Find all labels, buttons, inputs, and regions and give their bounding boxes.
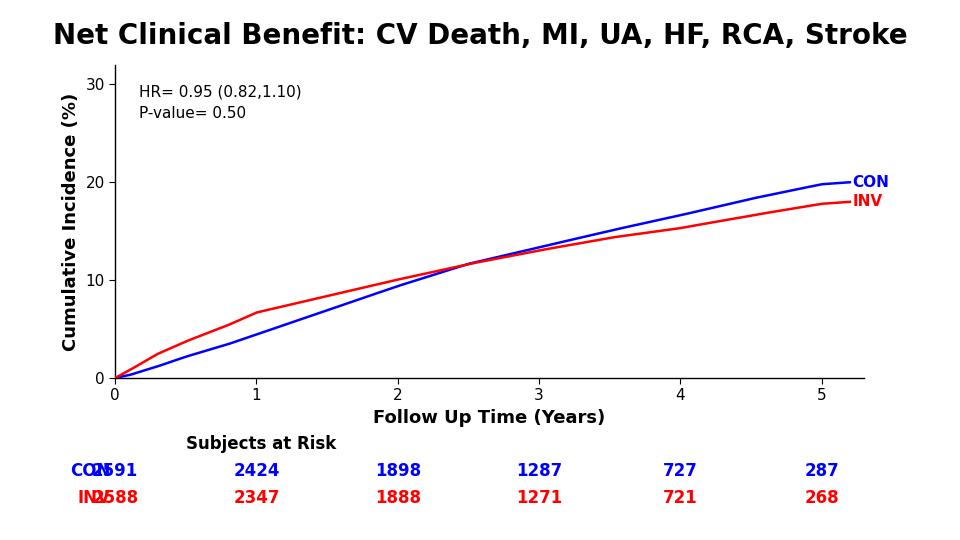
Text: 1271: 1271	[516, 489, 563, 507]
Y-axis label: Cumulative Incidence (%): Cumulative Incidence (%)	[61, 92, 80, 350]
Text: Subjects at Risk: Subjects at Risk	[186, 435, 336, 453]
Text: CON: CON	[852, 175, 890, 190]
Text: 1898: 1898	[374, 462, 420, 480]
Text: INV: INV	[852, 194, 883, 210]
Text: 2591: 2591	[92, 462, 138, 480]
Text: 268: 268	[804, 489, 839, 507]
Text: Net Clinical Benefit: CV Death, MI, UA, HF, RCA, Stroke: Net Clinical Benefit: CV Death, MI, UA, …	[53, 22, 907, 50]
Text: CON: CON	[70, 462, 110, 480]
Text: 2347: 2347	[233, 489, 279, 507]
Text: 727: 727	[663, 462, 698, 480]
Text: 2588: 2588	[92, 489, 138, 507]
Text: 1888: 1888	[374, 489, 420, 507]
Text: P-value= 0.50: P-value= 0.50	[139, 106, 247, 121]
Text: 287: 287	[804, 462, 839, 480]
X-axis label: Follow Up Time (Years): Follow Up Time (Years)	[373, 409, 606, 427]
Text: INV: INV	[78, 489, 110, 507]
Text: 2424: 2424	[233, 462, 279, 480]
Text: HR= 0.95 (0.82,1.10): HR= 0.95 (0.82,1.10)	[139, 84, 301, 99]
Text: 721: 721	[663, 489, 698, 507]
Text: 1287: 1287	[516, 462, 563, 480]
